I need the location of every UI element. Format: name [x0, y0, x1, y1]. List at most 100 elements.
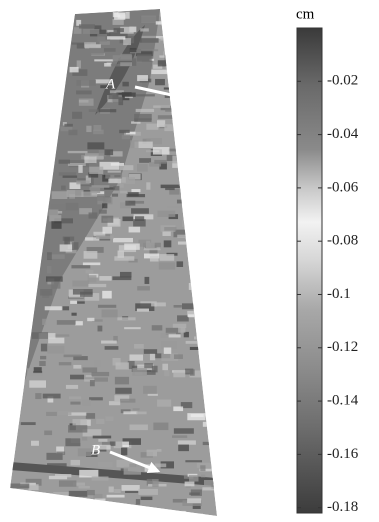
texture-patch [70, 301, 77, 304]
texture-patch [79, 470, 98, 478]
texture-patch [99, 276, 111, 281]
texture-patch [130, 140, 138, 148]
texture-patch [44, 431, 52, 436]
texture-patch [153, 147, 169, 155]
texture-patch [55, 500, 71, 502]
texture-patch [143, 386, 157, 394]
texture-patch [112, 194, 118, 197]
texture-patch [71, 460, 80, 465]
texture-patch [121, 485, 139, 491]
texture-patch [68, 163, 86, 166]
texture-patch [76, 180, 89, 184]
texture-patch [194, 336, 199, 339]
texture-patch [109, 487, 114, 493]
texture-patch [182, 303, 195, 309]
texture-patch [108, 170, 121, 172]
texture-patch [187, 498, 201, 503]
colorbar-tick-label: -0.02 [327, 73, 358, 89]
texture-patch [141, 508, 154, 512]
texture-patch [203, 442, 219, 445]
texture-patch [98, 326, 103, 332]
texture-patch [35, 393, 41, 399]
texture-patch [72, 502, 87, 504]
texture-patch [59, 480, 76, 486]
texture-patch [174, 305, 182, 308]
texture-patch [90, 380, 95, 386]
colorbar-tick-label: -0.06 [327, 179, 359, 195]
texture-patch [107, 495, 125, 498]
texture-patch [105, 346, 119, 350]
texture-patch [160, 37, 177, 40]
texture-patch [40, 289, 52, 296]
texture-patch [189, 475, 198, 481]
texture-patch [47, 266, 52, 273]
texture-patch [185, 482, 195, 487]
texture-patch [72, 280, 89, 286]
texture-patch [84, 42, 96, 47]
texture-patch [132, 368, 147, 376]
texture-patch [41, 344, 47, 352]
texture-patch [115, 388, 132, 394]
texture-patch [68, 130, 77, 135]
texture-patch [185, 460, 202, 462]
texture-patch [119, 130, 130, 133]
texture-patch [77, 301, 85, 303]
texture-patch [190, 347, 207, 350]
texture-patch [129, 354, 143, 360]
texture-patch [173, 406, 183, 411]
texture-patch [136, 499, 140, 505]
texture-patch [177, 315, 189, 321]
texture-patch [164, 347, 171, 353]
texture-patch [203, 422, 210, 427]
texture-patch [174, 354, 183, 359]
texture-patch [120, 184, 124, 188]
texture-patch [83, 262, 100, 265]
texture-patch [69, 491, 88, 497]
texture-patch [117, 317, 135, 320]
texture-patch [95, 499, 106, 504]
texture-patch [178, 327, 185, 333]
texture-patch [113, 186, 119, 190]
texture-patch [122, 92, 132, 96]
texture-patch [105, 416, 113, 421]
texture-patch [161, 185, 180, 188]
texture-patch [114, 489, 121, 493]
texture-patch [98, 305, 116, 308]
texture-patch [121, 448, 127, 456]
texture-patch [140, 28, 149, 31]
texture-patch [79, 24, 95, 28]
texture-patch [120, 54, 131, 59]
texture-patch [105, 149, 114, 155]
texture-patch [118, 97, 123, 105]
texture-patch [49, 210, 59, 216]
texture-patch [146, 182, 150, 189]
texture-patch [112, 276, 131, 280]
texture-patch [96, 235, 114, 239]
texture-patch [120, 165, 134, 170]
texture-patch [108, 93, 118, 99]
texture-patch [134, 344, 144, 349]
texture-patch [33, 371, 42, 373]
texture-patch [46, 276, 63, 281]
texture-patch [202, 487, 214, 490]
texture-patch [97, 34, 107, 42]
colorbar-tick-label: -0.08 [327, 233, 358, 249]
texture-patch [60, 244, 73, 251]
colorbar-tick-label: -0.14 [327, 393, 359, 409]
texture-patch [177, 200, 183, 204]
texture-patch [137, 54, 152, 61]
texture-patch [47, 463, 67, 467]
texture-patch [137, 309, 149, 312]
texture-patch [182, 220, 200, 226]
texture-patch [59, 362, 72, 365]
texture-patch [68, 151, 88, 153]
texture-patch [142, 82, 147, 85]
texture-patch [94, 377, 108, 381]
texture-patch [96, 419, 104, 424]
texture-patch [200, 465, 205, 471]
colorbar-tick-label: -0.12 [327, 339, 358, 355]
colorbar-tick-label: -0.1 [327, 286, 351, 302]
texture-patch [157, 400, 171, 407]
texture-patch [43, 507, 61, 514]
texture-patch [59, 172, 76, 175]
